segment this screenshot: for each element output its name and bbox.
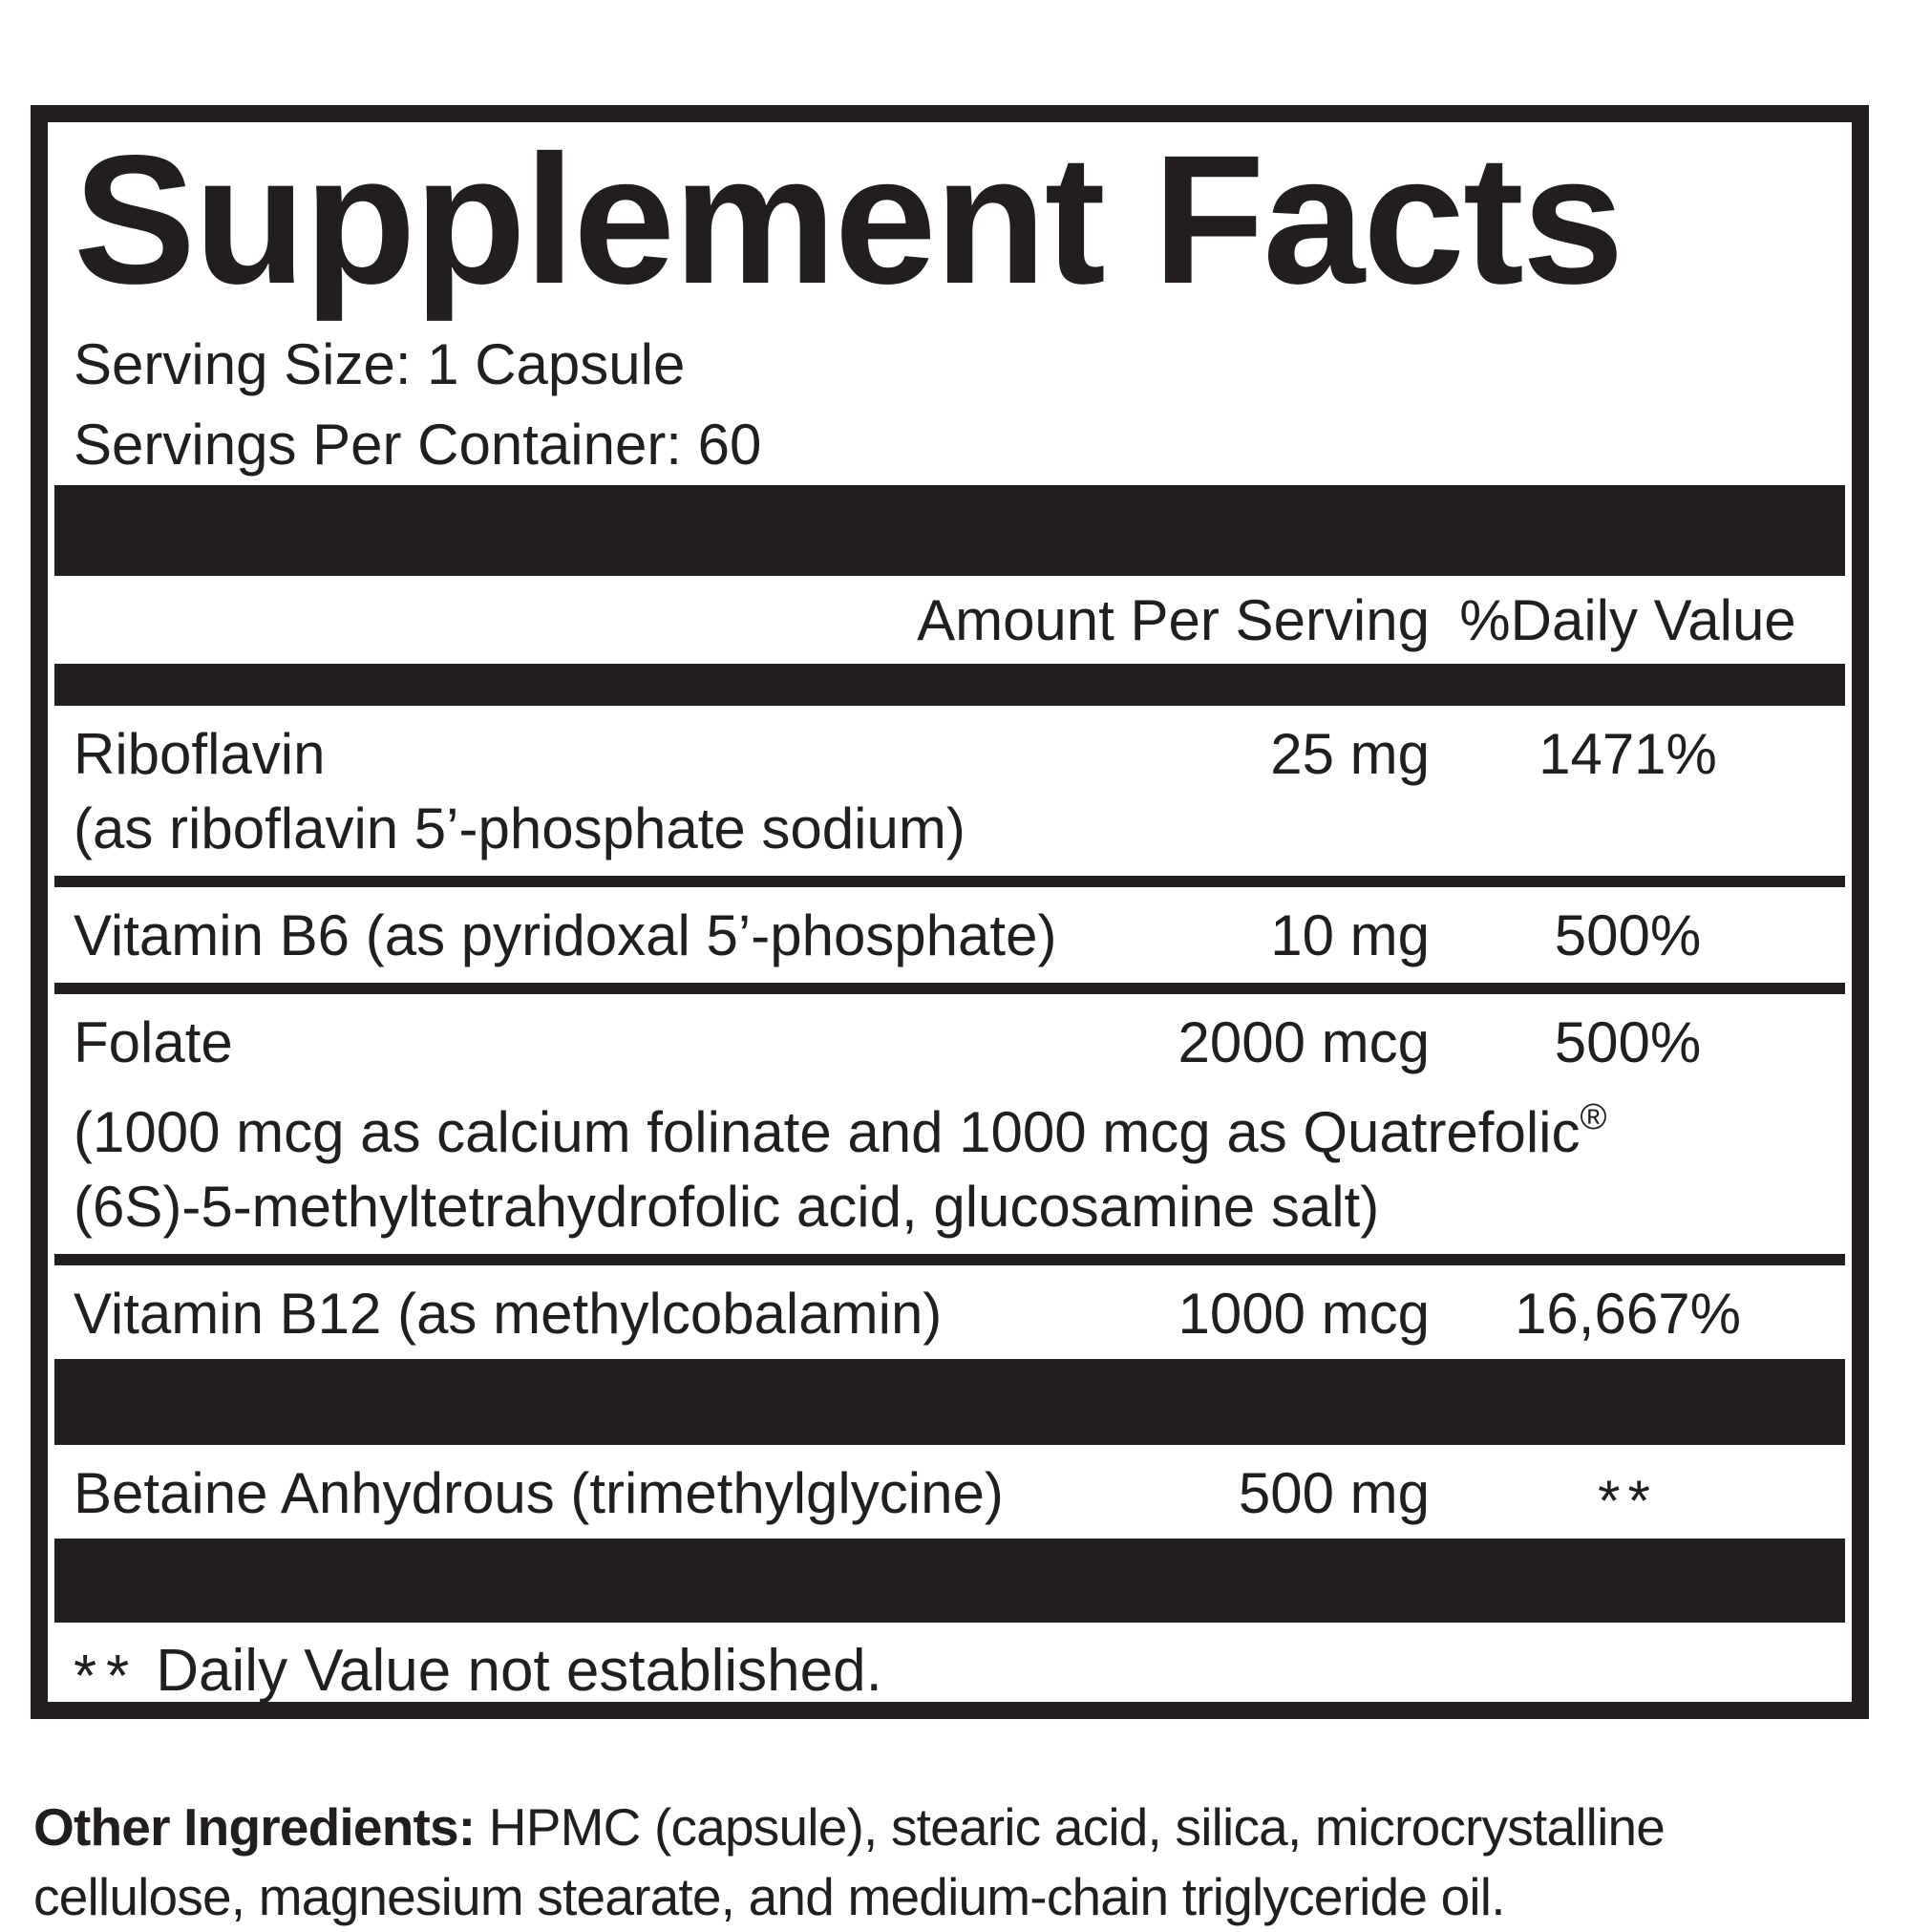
ingredient-name: Vitamin B12 (as methylcobalamin): [74, 1282, 943, 1346]
footnote-text: Daily Value not established.: [156, 1638, 882, 1704]
ingredient-name: Riboflavin: [74, 722, 326, 786]
daily-value-footnote: ** Daily Value not established.: [74, 1623, 1826, 1709]
ingredient-daily-value: 1471%: [1539, 722, 1717, 786]
registered-trademark-mark: ®: [1580, 1097, 1607, 1137]
ingredient-amount: 2000 mcg: [1178, 1010, 1431, 1074]
ingredient-source-note: (1000 mcg as calcium folinate and 1000 m…: [74, 1097, 1607, 1164]
serving-info: Serving Size: 1 Capsule Servings Per Con…: [74, 325, 1826, 485]
section-divider-bar-top: [54, 485, 1845, 576]
ingredient-amount: 10 mg: [1270, 903, 1430, 967]
servings-per-container-line: Servings Per Container: 60: [74, 413, 762, 477]
daily-value-header: %Daily Value: [1459, 587, 1796, 652]
row-divider: [54, 1254, 1845, 1265]
ingredient-amount: 500 mg: [1238, 1461, 1430, 1525]
ingredient-amount: 25 mg: [1270, 722, 1430, 786]
other-ingredients-label: Other Ingredients:: [33, 1797, 476, 1857]
section-divider-bar-middle: [54, 1359, 1845, 1445]
ingredient-name: Vitamin B6 (as pyridoxal 5’-phosphate): [74, 903, 1057, 967]
ingredient-name: Folate: [74, 1010, 233, 1074]
supplement-facts-panel: Supplement Facts Serving Size: 1 Capsule…: [31, 105, 1869, 1719]
row-divider: [54, 876, 1845, 887]
footnote-marker: **: [74, 1644, 139, 1709]
ingredient-name: Betaine Anhydrous (trimethylglycine): [74, 1461, 1004, 1525]
ingredient-amount: 1000 mcg: [1178, 1282, 1431, 1346]
other-ingredients-text: HPMC (capsule), stearic acid, silica, mi…: [33, 1797, 1666, 1926]
ingredient-row-riboflavin: Riboflavin 25 mg 1471% (as riboflavin 5’…: [74, 706, 1826, 876]
ingredient-daily-value: 16,667%: [1515, 1282, 1741, 1346]
section-divider-bar-bottom: [54, 1539, 1845, 1623]
row-divider: [54, 983, 1845, 994]
ingredient-daily-value: **: [1598, 1469, 1658, 1533]
ingredient-row-vitamin-b6: Vitamin B6 (as pyridoxal 5’-phosphate) 1…: [74, 887, 1826, 983]
other-ingredients: Other Ingredients: HPMC (capsule), stear…: [33, 1793, 1877, 1932]
ingredient-daily-value: 500%: [1554, 1010, 1702, 1074]
ingredient-daily-value: 500%: [1554, 903, 1702, 967]
header-divider-bar: [54, 664, 1845, 706]
ingredient-source-note: (6S)-5-methyltetrahydrofolic acid, gluco…: [74, 1175, 1380, 1239]
ingredient-row-folate: Folate 2000 mcg 500% (1000 mcg as calciu…: [74, 994, 1826, 1254]
serving-size-line: Serving Size: 1 Capsule: [74, 332, 686, 396]
table-header-row: Amount Per Serving %Daily Value: [74, 576, 1826, 664]
ingredient-row-betaine: Betaine Anhydrous (trimethylglycine) 500…: [74, 1445, 1826, 1539]
ingredient-source-note: (as riboflavin 5’-phosphate sodium): [74, 796, 966, 860]
amount-per-serving-header: Amount Per Serving: [917, 587, 1430, 652]
panel-title: Supplement Facts: [74, 117, 1624, 322]
ingredient-row-vitamin-b12: Vitamin B12 (as methylcobalamin) 1000 mc…: [74, 1265, 1826, 1359]
